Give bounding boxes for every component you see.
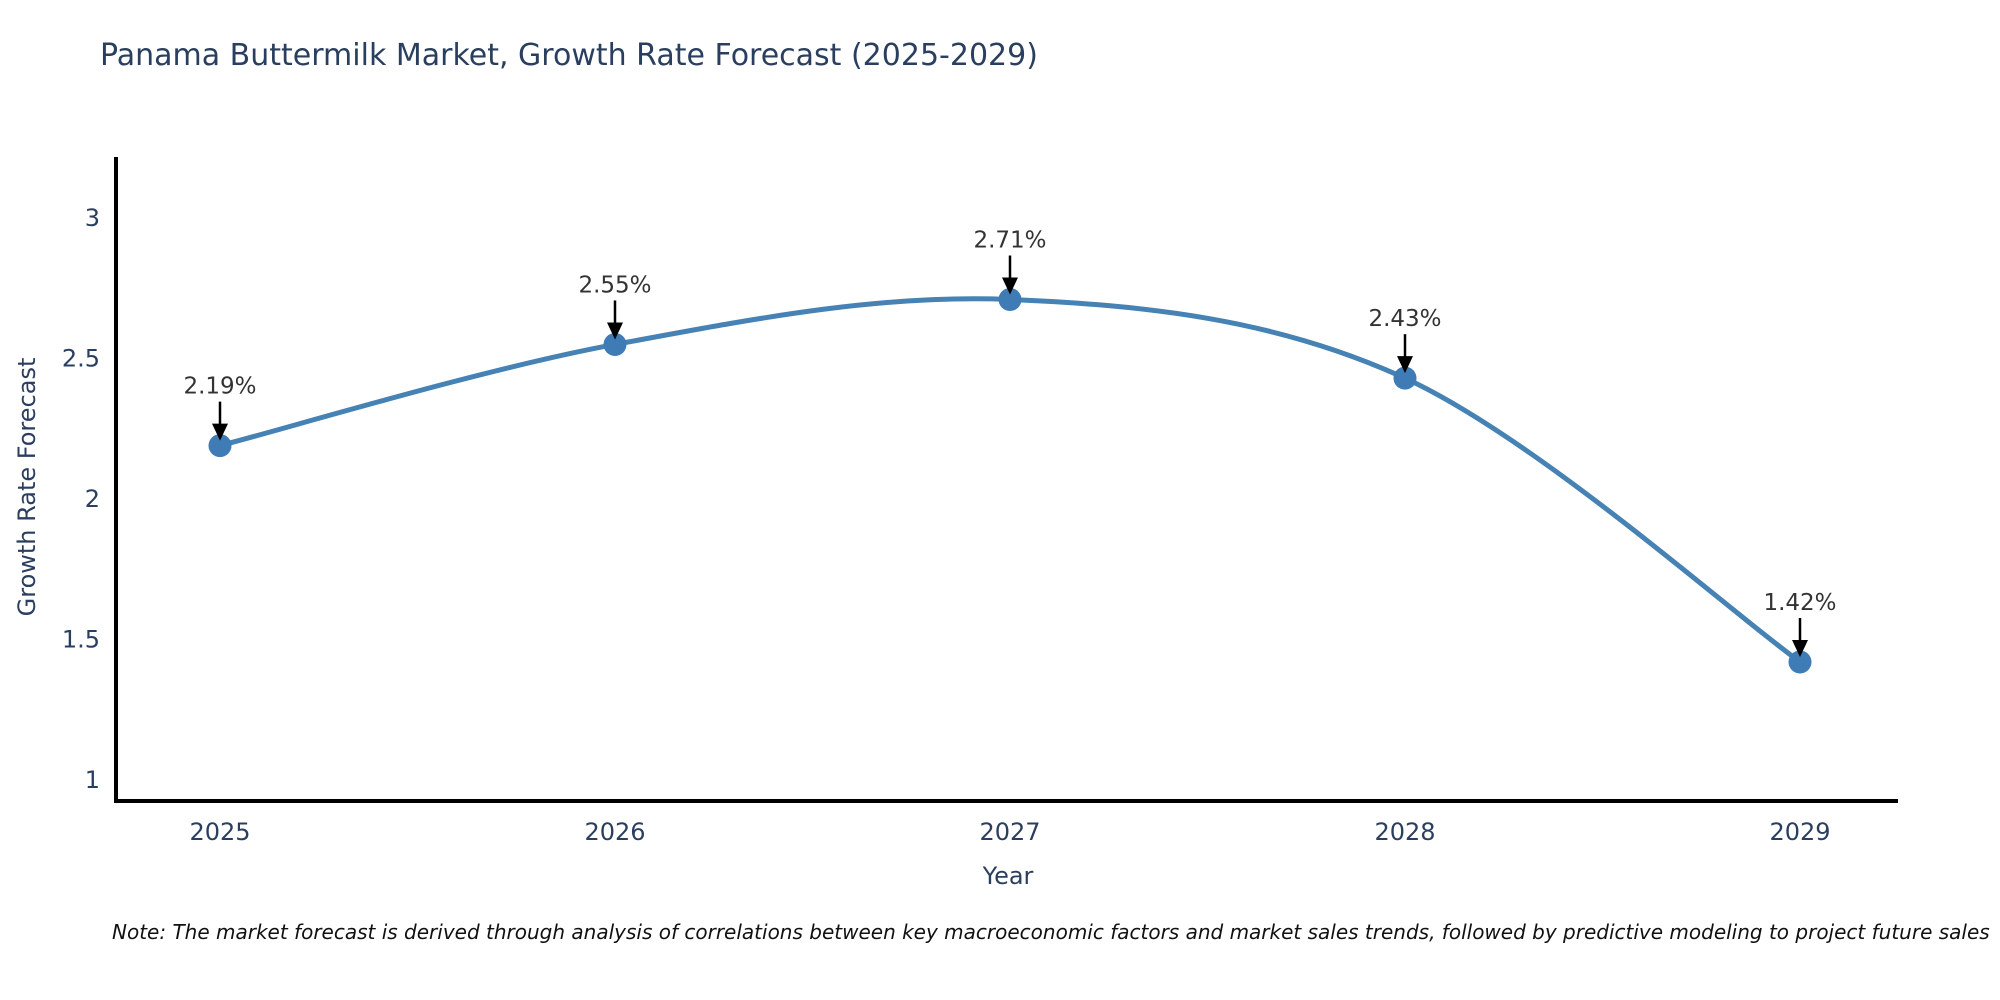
footnote: Note: The market forecast is derived thr… xyxy=(112,920,1990,944)
annotation-arrowhead xyxy=(1397,356,1413,374)
x-tick-label: 2027 xyxy=(979,818,1040,846)
data-point-marker xyxy=(1393,366,1417,390)
y-tick-label: 3 xyxy=(85,204,100,232)
data-point-marker xyxy=(603,332,627,356)
annotation-label: 2.55% xyxy=(578,272,651,298)
annotation-label: 2.19% xyxy=(183,374,256,400)
data-point-marker xyxy=(208,434,232,458)
y-tick-label: 2.5 xyxy=(62,345,100,373)
y-tick-label: 1.5 xyxy=(62,626,100,654)
x-tick-label: 2029 xyxy=(1769,818,1830,846)
data-point-marker xyxy=(998,287,1022,311)
chart-title: Panama Buttermilk Market, Growth Rate Fo… xyxy=(100,38,1038,73)
annotation-label: 2.71% xyxy=(973,227,1046,253)
x-tick-label: 2028 xyxy=(1374,818,1435,846)
y-tick-label: 2 xyxy=(85,485,100,513)
y-tick-label: 1 xyxy=(85,766,100,794)
x-tick-label: 2026 xyxy=(584,818,645,846)
annotation-label: 2.43% xyxy=(1368,306,1441,332)
x-tick-label: 2025 xyxy=(189,818,250,846)
y-axis-title: Growth Rate Forecast xyxy=(13,357,41,617)
annotation-arrowhead xyxy=(212,423,228,441)
forecast-line xyxy=(217,296,1803,665)
annotation-arrowhead xyxy=(1002,277,1018,295)
annotation-arrowhead xyxy=(607,322,623,340)
data-point-marker xyxy=(1788,650,1812,674)
x-axis-title: Year xyxy=(982,862,1034,890)
annotation-label: 1.42% xyxy=(1763,590,1836,616)
annotation-arrowhead xyxy=(1792,639,1808,657)
